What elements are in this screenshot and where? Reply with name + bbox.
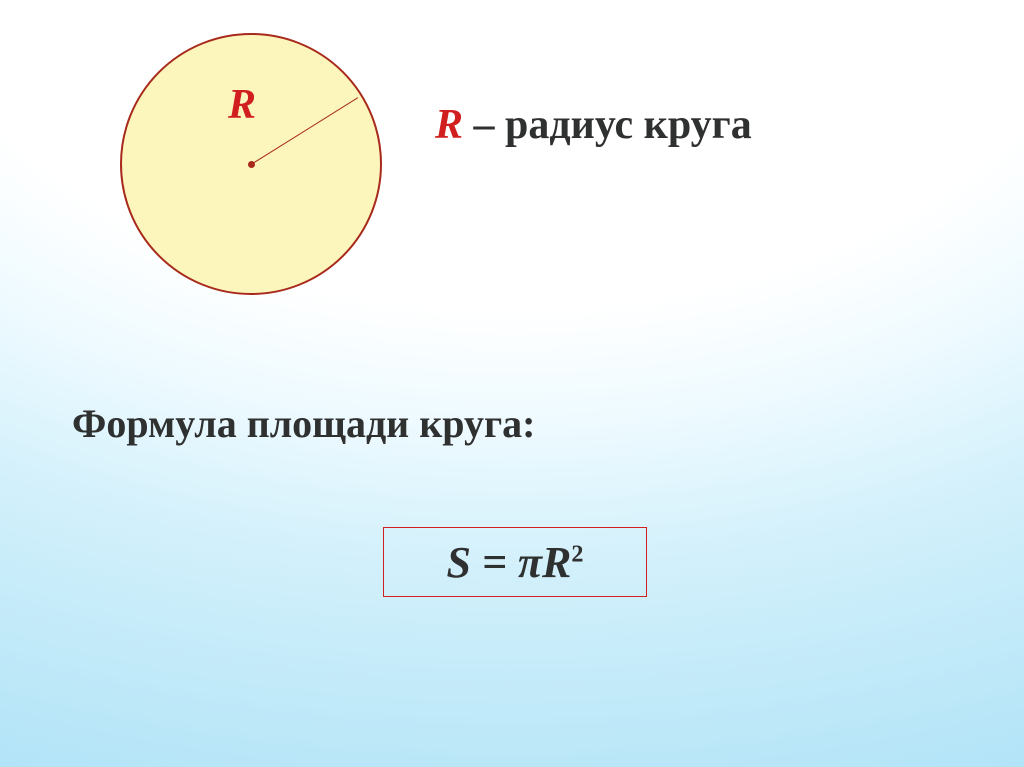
heading-rest: – радиус круга: [463, 102, 752, 148]
formula-main: S = πR: [446, 538, 571, 587]
slide: R R – радиус круга Формула площади круга…: [0, 0, 1024, 767]
radius-label: R: [228, 81, 256, 129]
heading-radius: R – радиус круга: [435, 101, 752, 149]
formula-box: S = πR2: [383, 527, 647, 597]
formula-text: S = πR2: [446, 537, 583, 588]
heading-r-symbol: R: [435, 102, 463, 148]
radius-line: [251, 97, 358, 165]
circle-diagram: R: [120, 33, 382, 295]
circle-shape: R: [120, 33, 382, 295]
formula-superscript: 2: [571, 540, 583, 567]
formula-caption: Формула площади круга:: [72, 400, 535, 447]
center-dot: [248, 161, 255, 168]
